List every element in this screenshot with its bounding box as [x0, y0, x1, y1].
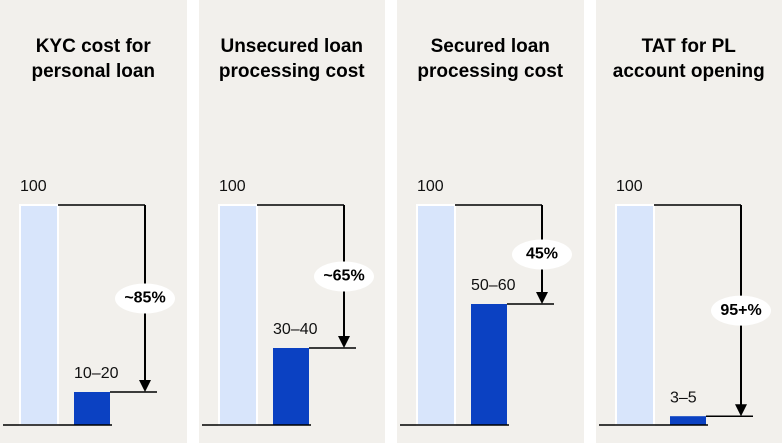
bar: [217, 204, 258, 426]
bar: [272, 348, 309, 425]
arrow-head: [139, 380, 151, 392]
annotation-badge: [512, 239, 572, 270]
value-label: 100: [20, 178, 47, 195]
bar: [416, 204, 456, 426]
chart-title: Secured loan processing cost: [417, 36, 564, 82]
chart: 100 10–20 ~85%: [3, 178, 175, 426]
chart-title: KYC cost for personal loan: [31, 36, 156, 82]
arrow-head: [536, 292, 548, 304]
bar: [614, 204, 655, 426]
panel: Secured loan processing cost 100 50–60 45%: [397, 0, 584, 443]
chart-title: TAT for PL account opening: [612, 36, 765, 82]
panel: TAT for PL account opening 100 3–5 95+%: [595, 0, 782, 443]
chart-title: Unsecured loan processing cost: [218, 36, 365, 82]
chart: 100 30–40 ~65%: [201, 178, 374, 426]
value-label: 10–20: [74, 365, 119, 382]
annotation-badge: [710, 295, 771, 326]
panel: Unsecured loan processing cost 100 30–40 ~6…: [198, 0, 385, 443]
annotation: 45%: [526, 246, 558, 263]
value-label: 30–40: [273, 321, 318, 338]
value-label: 100: [616, 178, 643, 195]
value-label: 3–5: [670, 389, 697, 406]
chart: 100 3–5 95+%: [598, 178, 771, 426]
value-label: 100: [417, 178, 444, 195]
bar: [19, 204, 59, 426]
panel: KYC cost for personal loan 100 10–20 ~85%: [0, 0, 187, 443]
bar: [74, 392, 110, 425]
annotation-badge: [313, 261, 374, 292]
annotation-badge: [115, 283, 175, 314]
arrow-head: [337, 336, 350, 348]
value-label: 100: [219, 178, 246, 195]
bar: [669, 416, 706, 425]
arrow-head: [734, 404, 747, 417]
annotation: ~85%: [124, 290, 165, 307]
bar: [471, 304, 507, 425]
value-label: 50–60: [471, 277, 516, 294]
annotation: ~65%: [323, 268, 364, 285]
annotation: 95+%: [720, 302, 761, 319]
chart: 100 50–60 45%: [400, 178, 572, 426]
